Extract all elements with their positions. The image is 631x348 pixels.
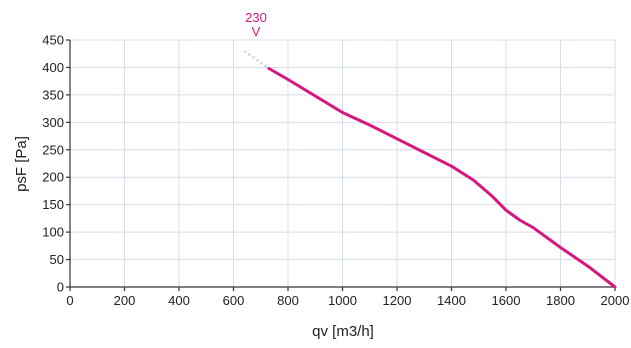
- y-tick-labels: 0 50 100 150 200 250 300 350 400 450: [42, 33, 64, 295]
- extrapolated-curve-segment: [243, 49, 270, 70]
- x-tick-label: 600: [223, 293, 245, 308]
- grid: [69, 39, 616, 288]
- x-tick-label: 1800: [546, 293, 575, 308]
- x-tick-label: 2000: [601, 293, 630, 308]
- y-axis-title: psF [Pa]: [13, 136, 30, 192]
- x-tick-label: 0: [66, 293, 73, 308]
- axes: [66, 39, 616, 291]
- curve-label-unit: V: [252, 24, 261, 39]
- x-tick-label: 800: [277, 293, 299, 308]
- y-tick-label: 450: [42, 33, 64, 48]
- x-tick-label: 400: [168, 293, 190, 308]
- y-tick-label: 400: [42, 60, 64, 75]
- x-tick-labels: 0 200 400 600 800 1000 1200 1400 1600 1800 2000: [66, 293, 629, 308]
- curve-230v: [267, 67, 617, 289]
- x-axis-title: qv [m3/h]: [312, 323, 374, 340]
- y-tick-label: 300: [42, 115, 64, 130]
- y-tick-label: 150: [42, 197, 64, 212]
- y-tick-label: 200: [42, 170, 64, 185]
- y-tick-label: 350: [42, 87, 64, 102]
- y-tick-label: 0: [57, 280, 64, 295]
- y-tick-label: 100: [42, 225, 64, 240]
- curve-label-voltage: 230: [245, 10, 267, 25]
- x-tick-label: 1200: [383, 293, 412, 308]
- x-tick-label: 1600: [492, 293, 521, 308]
- x-tick-label: 200: [114, 293, 136, 308]
- x-tick-label: 1000: [328, 293, 357, 308]
- y-tick-label: 50: [50, 252, 64, 267]
- y-tick-label: 250: [42, 142, 64, 157]
- x-tick-label: 1400: [437, 293, 466, 308]
